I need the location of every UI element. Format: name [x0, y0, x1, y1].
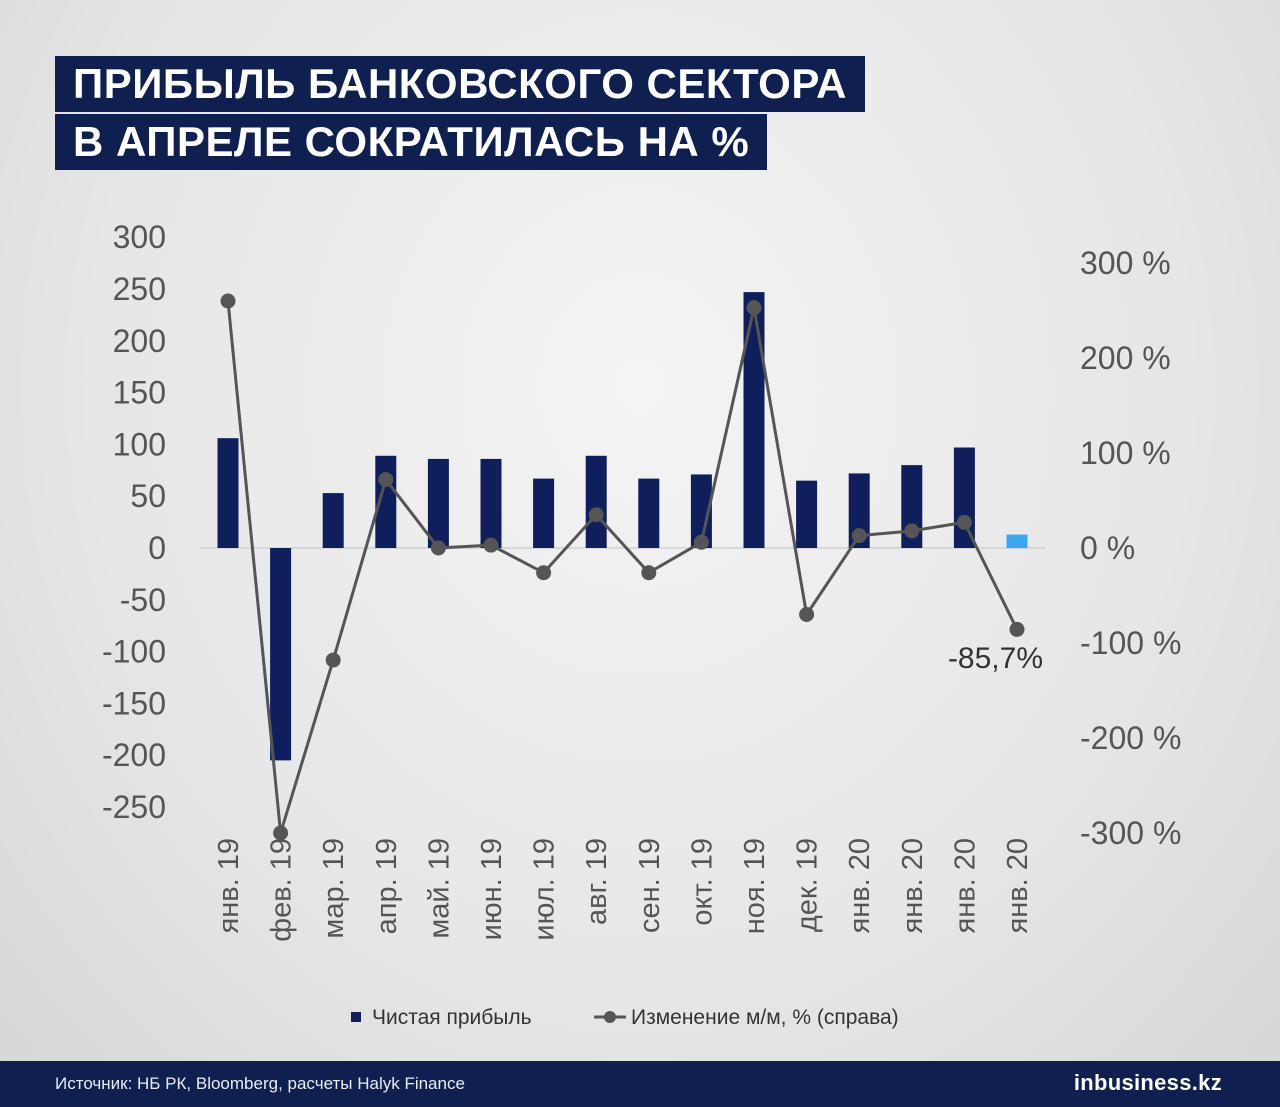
line-point-mom-change	[588, 507, 604, 523]
y-right-tick-label: -300 %	[1080, 815, 1181, 851]
chart-title-line-2: В АПРЕЛЕ СОКРАТИЛАСЬ НА %	[55, 114, 768, 170]
y-left-tick-label: -150	[102, 685, 166, 721]
x-category-label: июл. 19	[529, 838, 561, 941]
legend-bar-label: Чистая прибыль	[372, 1006, 532, 1029]
x-category-label: янв. 20	[844, 838, 876, 934]
x-category-label: май. 19	[423, 838, 455, 939]
x-category-label: янв. 19	[213, 838, 245, 934]
x-category-label: ноя. 19	[739, 838, 771, 934]
line-point-mom-change	[536, 565, 552, 581]
x-category-label: янв. 20	[1002, 838, 1034, 934]
x-category-label: фев. 19	[266, 838, 298, 942]
y-left-tick-label: 0	[148, 530, 166, 566]
legend-line-marker	[604, 1011, 616, 1023]
x-category-label: мар. 19	[318, 838, 350, 939]
y-right-tick-label: 200 %	[1080, 340, 1171, 376]
x-category-label: дек. 19	[792, 838, 824, 932]
line-point-mom-change	[273, 825, 289, 841]
chart-title-line-1: ПРИБЫЛЬ БАНКОВСКОГО СЕКТОРА	[55, 56, 865, 112]
bar-net-profit	[585, 455, 607, 548]
bar-net-profit	[270, 548, 292, 761]
bar-net-profit	[322, 493, 344, 548]
y-right-tick-label: 0 %	[1080, 530, 1135, 566]
line-point-mom-change	[325, 652, 341, 668]
y-right-tick-label: 100 %	[1080, 435, 1171, 471]
x-category-label: апр. 19	[371, 838, 403, 934]
x-category-label: окт. 19	[686, 838, 718, 926]
line-point-mom-change	[693, 534, 709, 550]
line-point-mom-change	[378, 472, 394, 488]
bar-net-profit	[1006, 534, 1028, 548]
line-point-mom-change	[1009, 621, 1025, 637]
footer-bar: Источник: НБ РК, Bloomberg, расчеты Haly…	[0, 1061, 1280, 1107]
line-point-mom-change	[641, 565, 657, 581]
y-left-tick-label: -100	[102, 634, 166, 670]
y-left-tick-label: -200	[102, 737, 166, 773]
bar-net-profit	[427, 458, 449, 548]
bar-net-profit	[638, 478, 660, 548]
brand-logo: inbusiness.kz	[1073, 1070, 1222, 1095]
y-left-tick-label: 100	[113, 426, 166, 462]
legend-bar-swatch	[351, 1012, 361, 1022]
bar-net-profit	[480, 458, 502, 548]
x-category-label: авг. 19	[581, 838, 613, 925]
bar-net-profit	[533, 478, 555, 548]
line-mom-change	[226, 300, 1019, 835]
chart-canvas: 300 250 200 150 100 50 0 -50 -100 -150 -200 -250 300…	[102, 219, 1181, 1029]
line-point-mom-change	[483, 537, 499, 553]
y-left-tick-label: 150	[113, 375, 166, 411]
line-point-mom-change	[799, 607, 815, 622]
line-point-mom-change	[904, 523, 920, 539]
line-point-mom-change	[220, 293, 236, 309]
line-point-mom-change	[746, 300, 762, 316]
y-right-tick-label: -100 %	[1080, 625, 1181, 661]
bar-net-profit	[690, 474, 712, 548]
line-point-mom-change	[851, 528, 867, 544]
bar-net-profit	[796, 480, 818, 548]
x-category-label: июн. 19	[476, 838, 508, 940]
line-point-mom-change	[956, 514, 972, 530]
source-note: Источник: НБ РК, Bloomberg, расчеты Haly…	[55, 1074, 465, 1093]
x-category-label: сен. 19	[634, 838, 666, 933]
bar-net-profit	[848, 473, 870, 548]
y-left-tick-label: 300	[113, 219, 166, 255]
x-category-label: янв. 20	[897, 838, 929, 934]
x-category-label: янв. 20	[949, 838, 981, 934]
line-point-mom-change	[430, 540, 446, 556]
y-left-tick-label: -50	[120, 582, 166, 618]
bar-net-profit	[953, 447, 975, 548]
data-label-annotation: -85,7%	[948, 642, 1043, 675]
y-right-tick-label: -200 %	[1080, 720, 1181, 756]
bar-net-profit	[217, 438, 239, 548]
bar-net-profit	[743, 292, 765, 548]
y-left-tick-label: 250	[113, 271, 166, 307]
y-right-tick-label: 300 %	[1080, 245, 1171, 281]
y-left-tick-label: -250	[102, 789, 166, 825]
y-left-tick-label: 50	[130, 478, 166, 514]
legend-line-label: Изменение м/м, % (справа)	[631, 1006, 899, 1029]
y-left-tick-label: 200	[113, 323, 166, 359]
